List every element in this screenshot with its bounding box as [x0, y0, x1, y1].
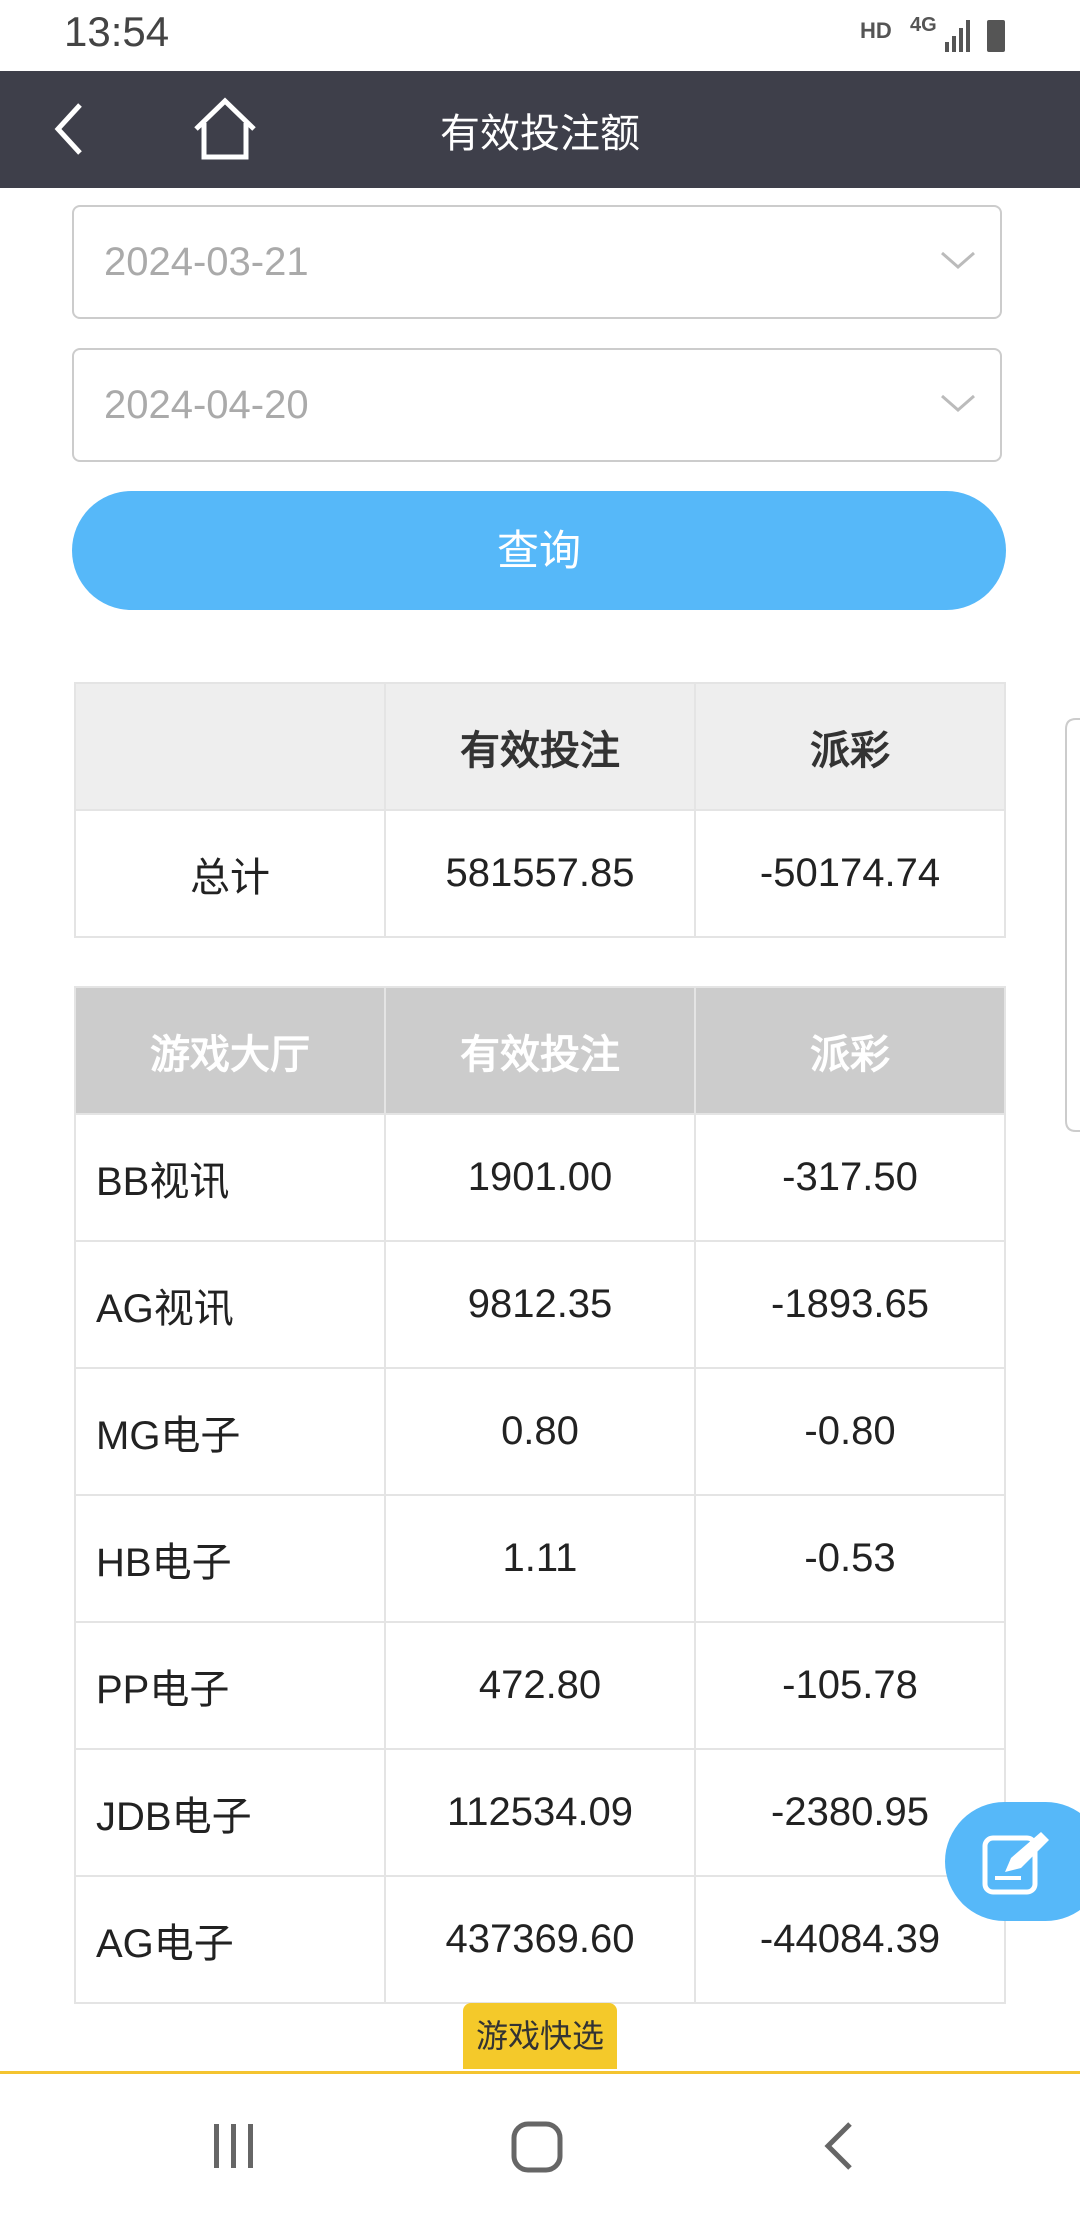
edit-button[interactable]	[945, 1802, 1080, 1921]
detail-table: 游戏大厅 有效投注 派彩 BB视讯 1901.00 -317.50 AG视讯 9812.35…	[74, 986, 1006, 2004]
cell: 581557.85	[384, 809, 696, 938]
cell: HB电子	[74, 1494, 386, 1623]
status-icons	[945, 20, 1005, 52]
cell: 1.11	[384, 1494, 696, 1623]
chevron	[941, 394, 975, 412]
cell: 1901.00	[384, 1113, 696, 1242]
header-cell: 有效投注	[384, 682, 696, 811]
home-button[interactable]	[192, 97, 258, 161]
row: HB电子 1.11 -0.53	[74, 1494, 1006, 1623]
row: JDB电子 112534.09 -2380.95	[74, 1748, 1006, 1877]
row: BB视讯 1901.00 -317.50	[74, 1113, 1006, 1242]
cell: 437369.60	[384, 1875, 696, 2004]
chevron	[941, 251, 975, 269]
app-header: 有效投注额	[0, 71, 1080, 188]
cell: JDB电子	[74, 1748, 386, 1877]
signal: 4G	[910, 14, 937, 36]
cell: -44084.39	[694, 1875, 1006, 2004]
cell: -2380.95	[694, 1748, 1006, 1877]
row: PP电子 472.80 -105.78	[74, 1621, 1006, 1750]
cell: -105.78	[694, 1621, 1006, 1750]
scroll-edge	[1065, 718, 1080, 1132]
header-cell: 派彩	[694, 986, 1006, 1115]
back-button[interactable]	[50, 101, 90, 157]
row: AG视讯 9812.35 -1893.65	[74, 1240, 1006, 1369]
row: MG电子 0.80 -0.80	[74, 1367, 1006, 1496]
cell: -0.80	[694, 1367, 1006, 1496]
cell: PP电子	[74, 1621, 386, 1750]
cell: MG电子	[74, 1367, 386, 1496]
network: HD	[860, 18, 892, 43]
edit-icon	[982, 1832, 1049, 1895]
cell: BB视讯	[74, 1113, 386, 1242]
cell: -50174.74	[694, 809, 1006, 938]
header-row: 游戏大厅 有效投注 派彩	[74, 986, 1006, 1115]
header-cell	[74, 682, 386, 811]
cell: 9812.35	[384, 1240, 696, 1369]
end-date: 2024-04-20	[104, 383, 309, 427]
summary-table: 有效投注 派彩 总计 581557.85 -50174.74	[74, 682, 1006, 938]
home-nav-button[interactable]	[510, 2120, 566, 2176]
start-date: 2024-03-21	[104, 240, 309, 284]
cell: -0.53	[694, 1494, 1006, 1623]
cell: -317.50	[694, 1113, 1006, 1242]
cell: AG电子	[74, 1875, 386, 2004]
time: 13:54	[64, 8, 170, 55]
quick-pick-tab[interactable]: 游戏快选	[463, 2003, 617, 2069]
query-button[interactable]: 查询	[72, 491, 1006, 610]
nav-bar	[0, 2071, 1080, 2220]
back-nav-button[interactable]	[822, 2120, 858, 2176]
cell: -1893.65	[694, 1240, 1006, 1369]
header-cell: 派彩	[694, 682, 1006, 811]
header-cell: 游戏大厅	[74, 986, 386, 1115]
row: AG电子 437369.60 -44084.39	[74, 1875, 1006, 2004]
cell: 472.80	[384, 1621, 696, 1750]
cell: 112534.09	[384, 1748, 696, 1877]
recents-button[interactable]	[210, 2122, 260, 2172]
status-bar: 13:54 HD 4G	[0, 0, 1080, 71]
header-cell: 有效投注	[384, 986, 696, 1115]
cell: 总计	[74, 809, 386, 938]
start-date-select[interactable]: 2024-03-21	[72, 205, 1002, 319]
cell: AG视讯	[74, 1240, 386, 1369]
end-date-select[interactable]: 2024-04-20	[72, 348, 1002, 462]
cell: 0.80	[384, 1367, 696, 1496]
page-title: 有效投注额	[440, 112, 640, 156]
